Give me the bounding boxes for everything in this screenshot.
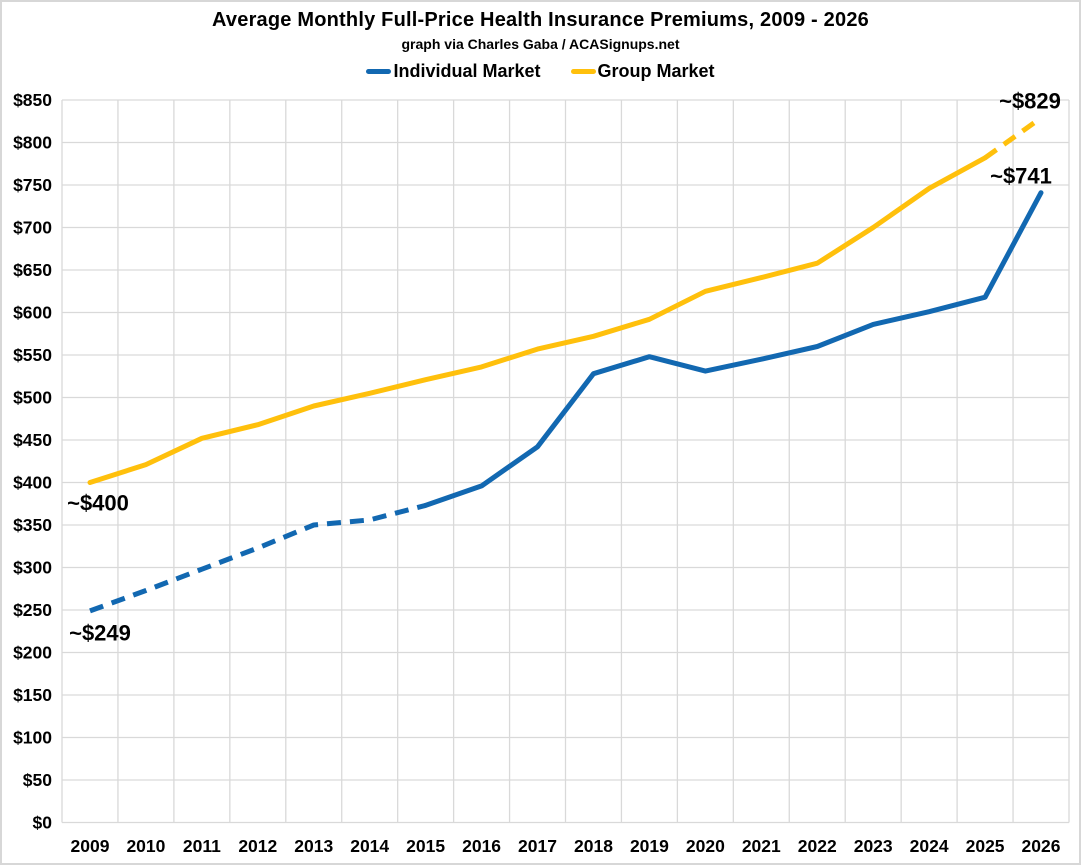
x-axis-tick-label: 2009	[71, 836, 110, 856]
x-axis-tick-label: 2014	[350, 836, 389, 856]
y-axis-tick-label: $650	[13, 260, 52, 280]
y-axis-tick-label: $350	[13, 515, 52, 535]
legend-swatch-individual-market	[366, 69, 392, 74]
chart-subtitle: graph via Charles Gaba / ACASignups.net	[401, 36, 680, 52]
legend-label: Individual Market	[393, 61, 541, 81]
annotation-label: ~$400	[67, 491, 129, 516]
x-axis-tick-label: 2017	[518, 836, 557, 856]
x-axis-tick-label: 2020	[686, 836, 725, 856]
legend-item-individual-market: Individual Market	[366, 61, 541, 82]
annotation-label: ~$741	[990, 164, 1052, 189]
y-axis-tick-label: $250	[13, 600, 52, 620]
x-axis-tick-label: 2010	[126, 836, 165, 856]
y-axis-tick-label: $150	[13, 685, 52, 705]
y-axis-tick-label: $200	[13, 643, 52, 663]
chart-title: Average Monthly Full-Price Health Insura…	[212, 9, 869, 31]
legend-swatch-group-market	[570, 69, 596, 74]
y-axis-tick-label: $100	[13, 728, 52, 748]
series-line-group-market	[87, 155, 988, 485]
y-axis-tick-label: $700	[13, 218, 52, 238]
series-line-individual-market	[423, 190, 1044, 508]
legend-label: Group Market	[597, 61, 715, 81]
x-axis-tick-label: 2023	[854, 836, 893, 856]
x-axis-tick-label: 2024	[910, 836, 949, 856]
x-axis-tick-label: 2021	[742, 836, 781, 856]
y-axis-tick-label: $800	[13, 133, 52, 153]
x-axis-tick-label: 2026	[1022, 836, 1061, 856]
y-axis-tick-label: $0	[33, 813, 53, 833]
series-line-individual-market-projected	[89, 502, 427, 614]
y-axis-tick-label: $300	[13, 558, 52, 578]
series-line-group-market-projected	[983, 115, 1043, 160]
y-axis-tick-label: $550	[13, 345, 52, 365]
y-axis-tick-label: $500	[13, 388, 52, 408]
legend-item-group-market: Group Market	[570, 61, 715, 82]
annotation-label: ~$249	[69, 621, 131, 646]
x-axis-tick-label: 2025	[966, 836, 1005, 856]
x-axis-tick-label: 2015	[406, 836, 445, 856]
y-axis-tick-label: $600	[13, 303, 52, 323]
y-axis-tick-label: $850	[13, 90, 52, 110]
chart-legend: Individual Market Group Market	[0, 61, 1081, 82]
y-axis-tick-label: $400	[13, 473, 52, 493]
x-axis-tick-label: 2022	[798, 836, 837, 856]
y-axis-tick-label: $50	[23, 770, 52, 790]
y-axis-tick-label: $750	[13, 175, 52, 195]
chart-header: Average Monthly Full-Price Health Insura…	[0, 0, 1081, 82]
x-axis-tick-label: 2011	[183, 836, 221, 856]
x-axis-tick-label: 2019	[630, 836, 669, 856]
x-axis-tick-label: 2013	[294, 836, 333, 856]
x-axis-tick-label: 2012	[238, 836, 277, 856]
annotation-label: ~$829	[999, 89, 1061, 114]
y-axis-tick-label: $450	[13, 430, 52, 450]
x-axis-tick-label: 2018	[574, 836, 613, 856]
x-axis-tick-label: 2016	[462, 836, 501, 856]
